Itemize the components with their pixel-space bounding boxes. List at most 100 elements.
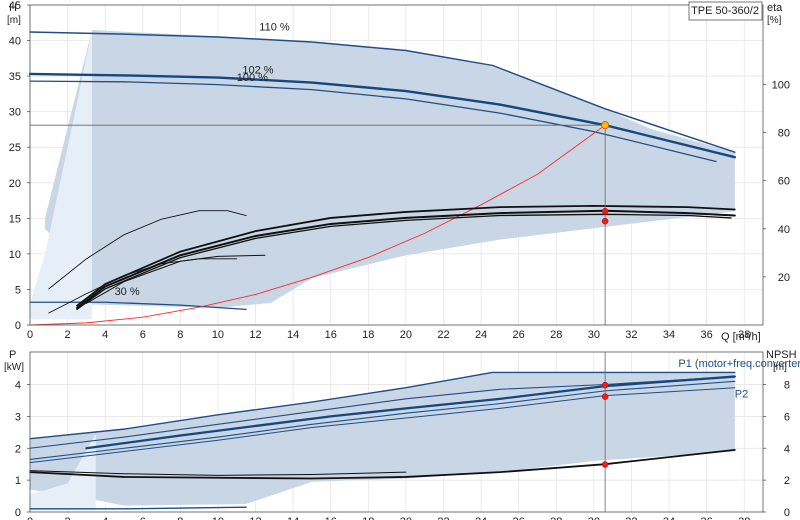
left-y-tick-label: 0 <box>15 320 21 332</box>
right-y-tick-label: 100 <box>772 79 790 91</box>
x-tick-label: 4 <box>102 329 108 341</box>
chart-title: TPE 50-360/2 <box>691 5 759 17</box>
left-y-tick-label: 0 <box>15 507 21 519</box>
x-tick-label: 36 <box>700 329 712 341</box>
left-y-tick-label: 30 <box>9 107 21 119</box>
left-y-tick-label: 20 <box>9 178 21 190</box>
x-tick-label: 10 <box>212 516 224 520</box>
x-tick-label: 2 <box>65 516 71 520</box>
x-tick-label: 24 <box>475 329 487 341</box>
curve-label-100: 100 % <box>237 72 268 84</box>
x-tick-label: 18 <box>362 329 374 341</box>
duty-point-marker <box>601 121 610 130</box>
series-102 <box>28 72 737 159</box>
x-tick-label: 26 <box>513 329 525 341</box>
x-tick-label: 8 <box>177 516 183 520</box>
operating-range-band <box>45 29 735 308</box>
x-tick-label: 34 <box>663 516 675 520</box>
x-tick-label: 12 <box>249 329 261 341</box>
bottom-left-axis-label: P <box>9 349 16 361</box>
right-y-tick-label: 2 <box>784 475 790 487</box>
top-left-axis-unit: [m] <box>7 15 21 26</box>
series-npsh-2 <box>29 470 407 476</box>
top-series: 110 % 102 %100 % 30 % <box>28 22 737 326</box>
right-y-tick-label: 0 <box>784 507 790 519</box>
x-tick-label: 6 <box>140 329 146 341</box>
series-eta-low-2 <box>48 258 238 314</box>
top-envelope-band <box>30 29 735 320</box>
operating-marker <box>601 217 609 225</box>
x-tick-label: 18 <box>362 516 374 520</box>
top-plot-frame <box>29 4 764 326</box>
x-tick-label: 0 <box>27 516 33 520</box>
operating-marker <box>601 393 609 400</box>
x-tick-label: 8 <box>177 329 183 341</box>
series-p1-mid <box>29 375 736 449</box>
top-left-axis-label: H <box>9 2 17 14</box>
legend-label-p2: P2 <box>735 388 748 400</box>
series-eta-30 <box>48 210 247 290</box>
x-tick-label: 30 <box>588 329 600 341</box>
series-eta-102 <box>75 209 736 310</box>
x-tick-label: 28 <box>550 329 562 341</box>
right-y-tick-label: 4 <box>784 443 790 455</box>
series-p1-motor-freq-converter <box>29 371 736 440</box>
x-tick-label: 22 <box>437 329 449 341</box>
left-y-tick-label: 10 <box>9 249 21 261</box>
left-y-tick-label: 4 <box>15 380 21 392</box>
series-110 <box>29 31 736 153</box>
curve-label-102: 102 % <box>242 64 273 76</box>
operating-marker <box>601 207 609 215</box>
series-p-30 <box>29 506 247 510</box>
right-y-tick-label: 80 <box>778 128 790 140</box>
left-y-tick-label: 15 <box>9 213 21 225</box>
x-tick-label: 14 <box>287 329 299 341</box>
title-box <box>688 1 763 21</box>
left-y-tick-label: 35 <box>9 71 21 83</box>
x-tick-label: 32 <box>625 516 637 520</box>
bottom-left-axis-unit: [kW] <box>4 362 24 373</box>
bottom-series: P1 (motor+freq.converter) P2 <box>29 352 800 512</box>
x-tick-label: 24 <box>475 516 487 520</box>
top-right-axis-unit: [%] <box>767 15 782 26</box>
series-100 <box>29 80 717 163</box>
x-tick-label: 16 <box>325 329 337 341</box>
x-tick-label: 16 <box>325 516 337 520</box>
low-flow-zone <box>30 433 96 511</box>
series-eta-100 <box>76 213 732 311</box>
x-axis-label: Q [m³/h] <box>721 331 761 343</box>
x-tick-label: 14 <box>287 516 299 520</box>
bottom-plot-frame <box>29 351 764 513</box>
low-flow-zone <box>30 29 93 320</box>
operating-marker <box>601 461 609 468</box>
top-right-axis-label: eta <box>767 2 783 14</box>
right-y-tick-label: 40 <box>778 224 790 236</box>
left-y-tick-label: 45 <box>9 0 21 12</box>
legend-label-p1-motor-freq-converter: P1 (motor+freq.converter) <box>678 358 800 370</box>
left-y-tick-label: 40 <box>9 36 21 48</box>
series-p1-low <box>29 380 736 460</box>
left-y-tick-label: 2 <box>15 443 21 455</box>
curve-label-110: 110 % <box>259 22 290 34</box>
series-eta-110 <box>76 205 736 307</box>
bottom-right-axis-unit: [m] <box>773 362 787 373</box>
series-p1-op <box>85 375 736 450</box>
right-y-tick-label: 60 <box>778 176 790 188</box>
series-30 <box>29 301 247 311</box>
left-y-tick-label: 25 <box>9 142 21 154</box>
x-tick-label: 10 <box>212 329 224 341</box>
bottom-right-axis-label: NPSH <box>766 349 797 361</box>
series-system-curve <box>29 124 606 326</box>
curve-label-30: 30 % <box>115 286 140 298</box>
x-tick-label: 20 <box>400 516 412 520</box>
series-p2 <box>29 387 736 464</box>
left-y-tick-label: 1 <box>15 475 21 487</box>
head-efficiency-panel: 110 % 102 %100 % 30 % 0 2 4 6 8 10 12 14 16 18 20 22 2… <box>7 0 790 343</box>
x-tick-label: 12 <box>249 516 261 520</box>
x-tick-label: 32 <box>625 329 637 341</box>
operating-marker <box>601 381 609 389</box>
right-y-tick-label: 6 <box>784 411 790 423</box>
top-tick-labels: 0 2 4 6 8 10 12 14 16 18 20 22 24 26 28 30 32 34 36 3805101… <box>9 0 790 341</box>
x-tick-label: 22 <box>437 516 449 520</box>
